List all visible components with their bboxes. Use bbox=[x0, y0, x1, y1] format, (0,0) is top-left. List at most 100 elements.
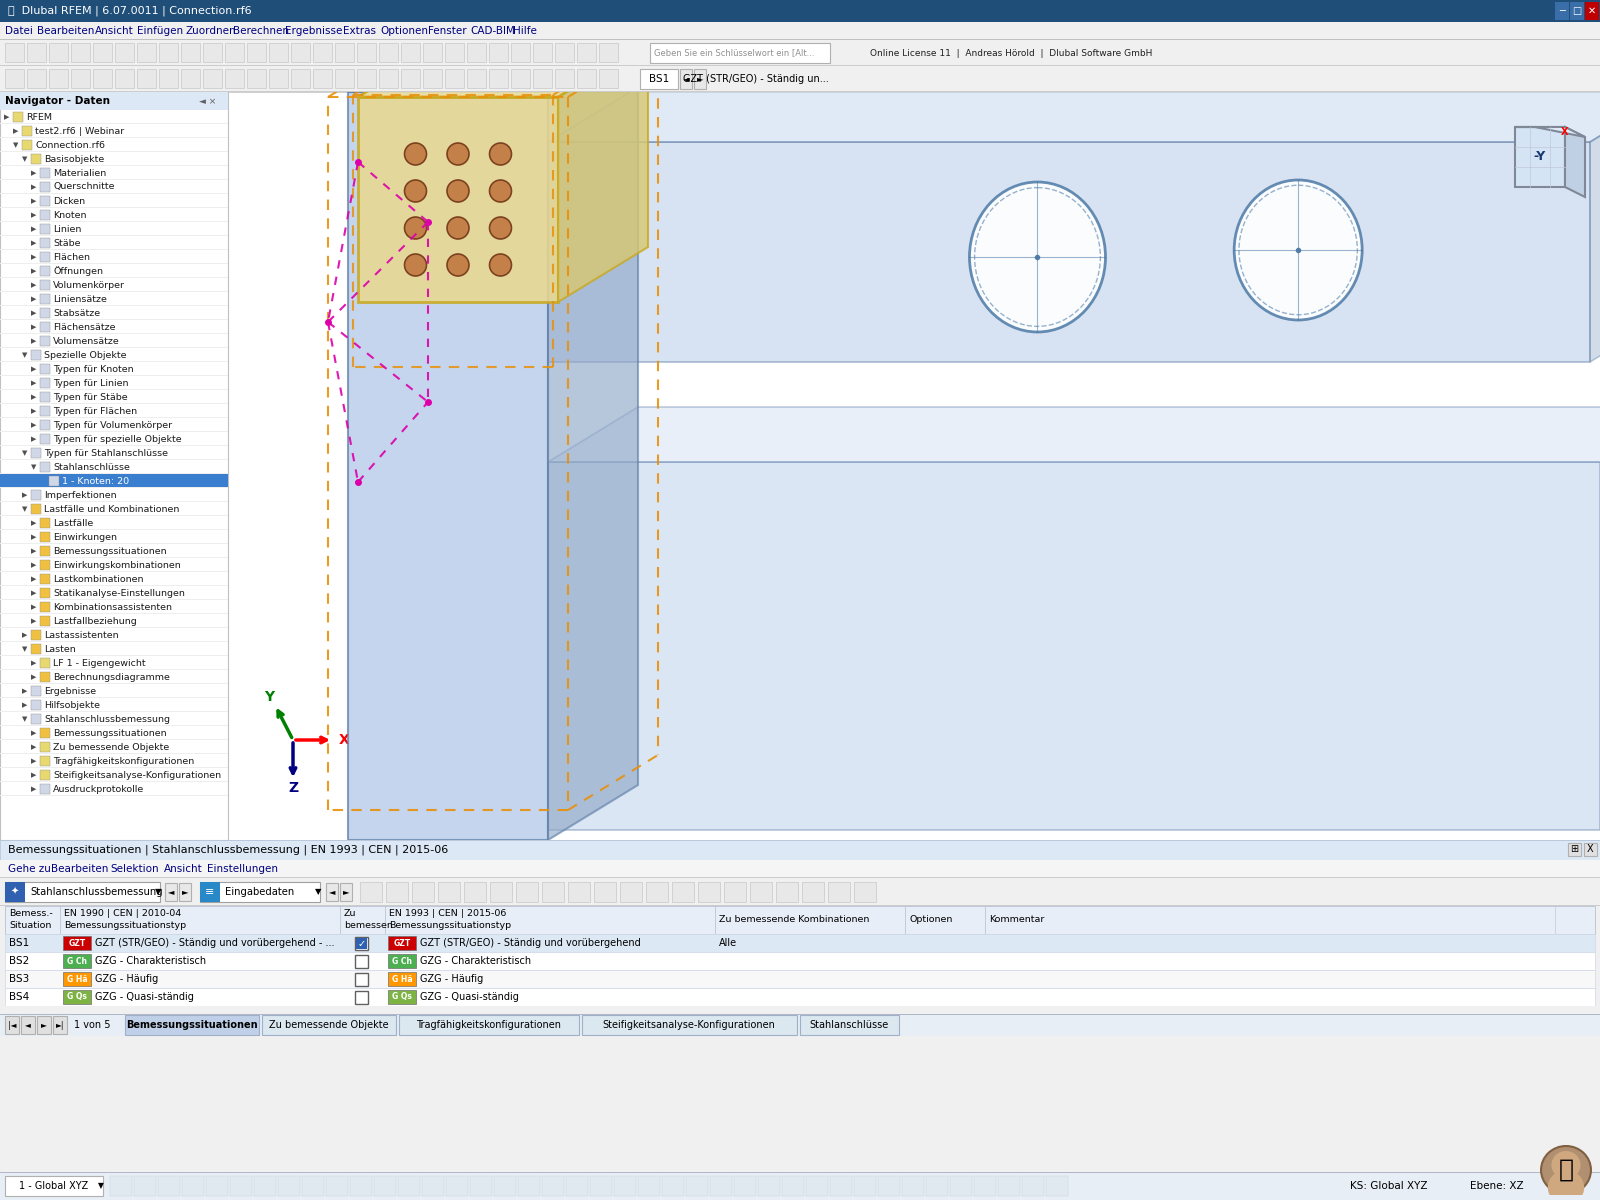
Bar bbox=[314, 68, 333, 88]
Polygon shape bbox=[1590, 86, 1600, 362]
Bar bbox=[229, 92, 1600, 840]
Bar bbox=[179, 883, 190, 901]
Bar bbox=[398, 1015, 579, 1034]
Text: Gehe zu: Gehe zu bbox=[8, 864, 51, 874]
Bar bbox=[22, 126, 32, 136]
Text: Steifigkeitsanalyse-Konfigurationen: Steifigkeitsanalyse-Konfigurationen bbox=[53, 770, 221, 780]
Bar bbox=[621, 882, 642, 902]
Bar bbox=[950, 1176, 973, 1196]
Bar bbox=[5, 882, 26, 902]
Text: Typen für Knoten: Typen für Knoten bbox=[53, 365, 134, 373]
Bar bbox=[40, 616, 50, 626]
Bar bbox=[40, 434, 50, 444]
Text: GZG - Charakteristisch: GZG - Charakteristisch bbox=[94, 956, 206, 966]
Text: Lasten: Lasten bbox=[45, 644, 75, 654]
Polygon shape bbox=[547, 142, 1590, 362]
Bar bbox=[40, 322, 50, 332]
Bar bbox=[40, 784, 50, 794]
Bar bbox=[291, 43, 310, 62]
Bar bbox=[40, 168, 50, 178]
Bar bbox=[5, 988, 1595, 1006]
Bar bbox=[555, 43, 574, 62]
Text: ◄: ◄ bbox=[168, 888, 174, 896]
Text: ▼: ▼ bbox=[13, 142, 18, 148]
Bar bbox=[40, 182, 50, 192]
Bar bbox=[158, 68, 178, 88]
Text: Lastkombinationen: Lastkombinationen bbox=[53, 575, 144, 583]
Circle shape bbox=[1552, 1151, 1581, 1178]
Text: GZG - Charakteristisch: GZG - Charakteristisch bbox=[419, 956, 531, 966]
Bar bbox=[0, 860, 1600, 878]
Bar bbox=[40, 560, 50, 570]
Bar bbox=[5, 68, 24, 88]
Bar bbox=[50, 43, 67, 62]
Bar bbox=[510, 43, 530, 62]
Text: GZG - Quasi-ständig: GZG - Quasi-ständig bbox=[94, 992, 194, 1002]
Text: GZT (STR/GEO) - Ständig und vorübergehend: GZT (STR/GEO) - Ständig und vorübergehen… bbox=[419, 938, 640, 948]
Text: Selektion: Selektion bbox=[110, 864, 158, 874]
Text: Linien: Linien bbox=[53, 224, 82, 234]
Text: ✕: ✕ bbox=[1587, 6, 1597, 16]
Text: Knoten: Knoten bbox=[53, 210, 86, 220]
Text: ▶: ▶ bbox=[30, 744, 37, 750]
Bar bbox=[806, 1176, 829, 1196]
Bar bbox=[37, 1016, 51, 1034]
Bar bbox=[40, 658, 50, 668]
Text: ✦: ✦ bbox=[11, 887, 19, 898]
Text: ▶: ▶ bbox=[22, 492, 27, 498]
Text: GZG - Häufig: GZG - Häufig bbox=[419, 974, 483, 984]
Text: ▶: ▶ bbox=[30, 520, 37, 526]
Text: ▼: ▼ bbox=[22, 646, 27, 652]
Circle shape bbox=[446, 254, 469, 276]
Bar bbox=[594, 882, 616, 902]
Bar bbox=[0, 474, 229, 488]
Text: Typen für Stäbe: Typen für Stäbe bbox=[53, 392, 128, 402]
Bar bbox=[40, 742, 50, 752]
Text: BS1: BS1 bbox=[650, 74, 669, 84]
Circle shape bbox=[405, 143, 427, 164]
Bar bbox=[402, 43, 419, 62]
Text: BS1: BS1 bbox=[10, 938, 29, 948]
Bar bbox=[40, 770, 50, 780]
Text: ▶: ▶ bbox=[22, 632, 27, 638]
Text: Zu bemessende Objekte: Zu bemessende Objekte bbox=[53, 743, 170, 751]
Text: ►|: ►| bbox=[56, 1020, 64, 1030]
Bar bbox=[50, 68, 67, 88]
Bar bbox=[694, 68, 706, 89]
Bar bbox=[723, 882, 746, 902]
Bar bbox=[680, 68, 691, 89]
Bar bbox=[464, 882, 486, 902]
Text: Berechnen: Berechnen bbox=[232, 26, 288, 36]
Bar bbox=[698, 882, 720, 902]
Text: Ansicht: Ansicht bbox=[163, 864, 203, 874]
Bar bbox=[334, 68, 354, 88]
Text: Einwirkungskombinationen: Einwirkungskombinationen bbox=[53, 560, 181, 570]
Bar bbox=[542, 1176, 563, 1196]
Text: Stäbe: Stäbe bbox=[53, 239, 80, 247]
Circle shape bbox=[405, 217, 427, 239]
Bar bbox=[5, 952, 1595, 970]
Text: Einstellungen: Einstellungen bbox=[206, 864, 278, 874]
Bar bbox=[598, 68, 618, 88]
Text: Ergebnisse: Ergebnisse bbox=[45, 686, 96, 696]
Text: ◄ ×: ◄ × bbox=[200, 96, 216, 106]
Circle shape bbox=[490, 143, 512, 164]
Bar bbox=[1555, 2, 1570, 20]
Bar bbox=[30, 686, 42, 696]
Text: Typen für spezielle Objekte: Typen für spezielle Objekte bbox=[53, 434, 182, 444]
Text: Volumenkörper: Volumenkörper bbox=[53, 281, 125, 289]
Text: Tragfähigkeitskonfigurationen: Tragfähigkeitskonfigurationen bbox=[416, 1020, 562, 1030]
Bar bbox=[40, 308, 50, 318]
Polygon shape bbox=[547, 407, 1600, 462]
Text: Bemessungssituationen: Bemessungssituationen bbox=[126, 1020, 258, 1030]
Polygon shape bbox=[1515, 127, 1565, 187]
Text: ▶: ▶ bbox=[30, 380, 37, 386]
Bar bbox=[355, 991, 368, 1004]
Bar bbox=[782, 1176, 805, 1196]
Text: Zu bemessende Objekte: Zu bemessende Objekte bbox=[269, 1020, 389, 1030]
Bar bbox=[134, 1176, 157, 1196]
Bar bbox=[40, 756, 50, 766]
Bar bbox=[40, 392, 50, 402]
Text: ◄: ◄ bbox=[683, 74, 690, 84]
Bar bbox=[974, 1176, 995, 1196]
